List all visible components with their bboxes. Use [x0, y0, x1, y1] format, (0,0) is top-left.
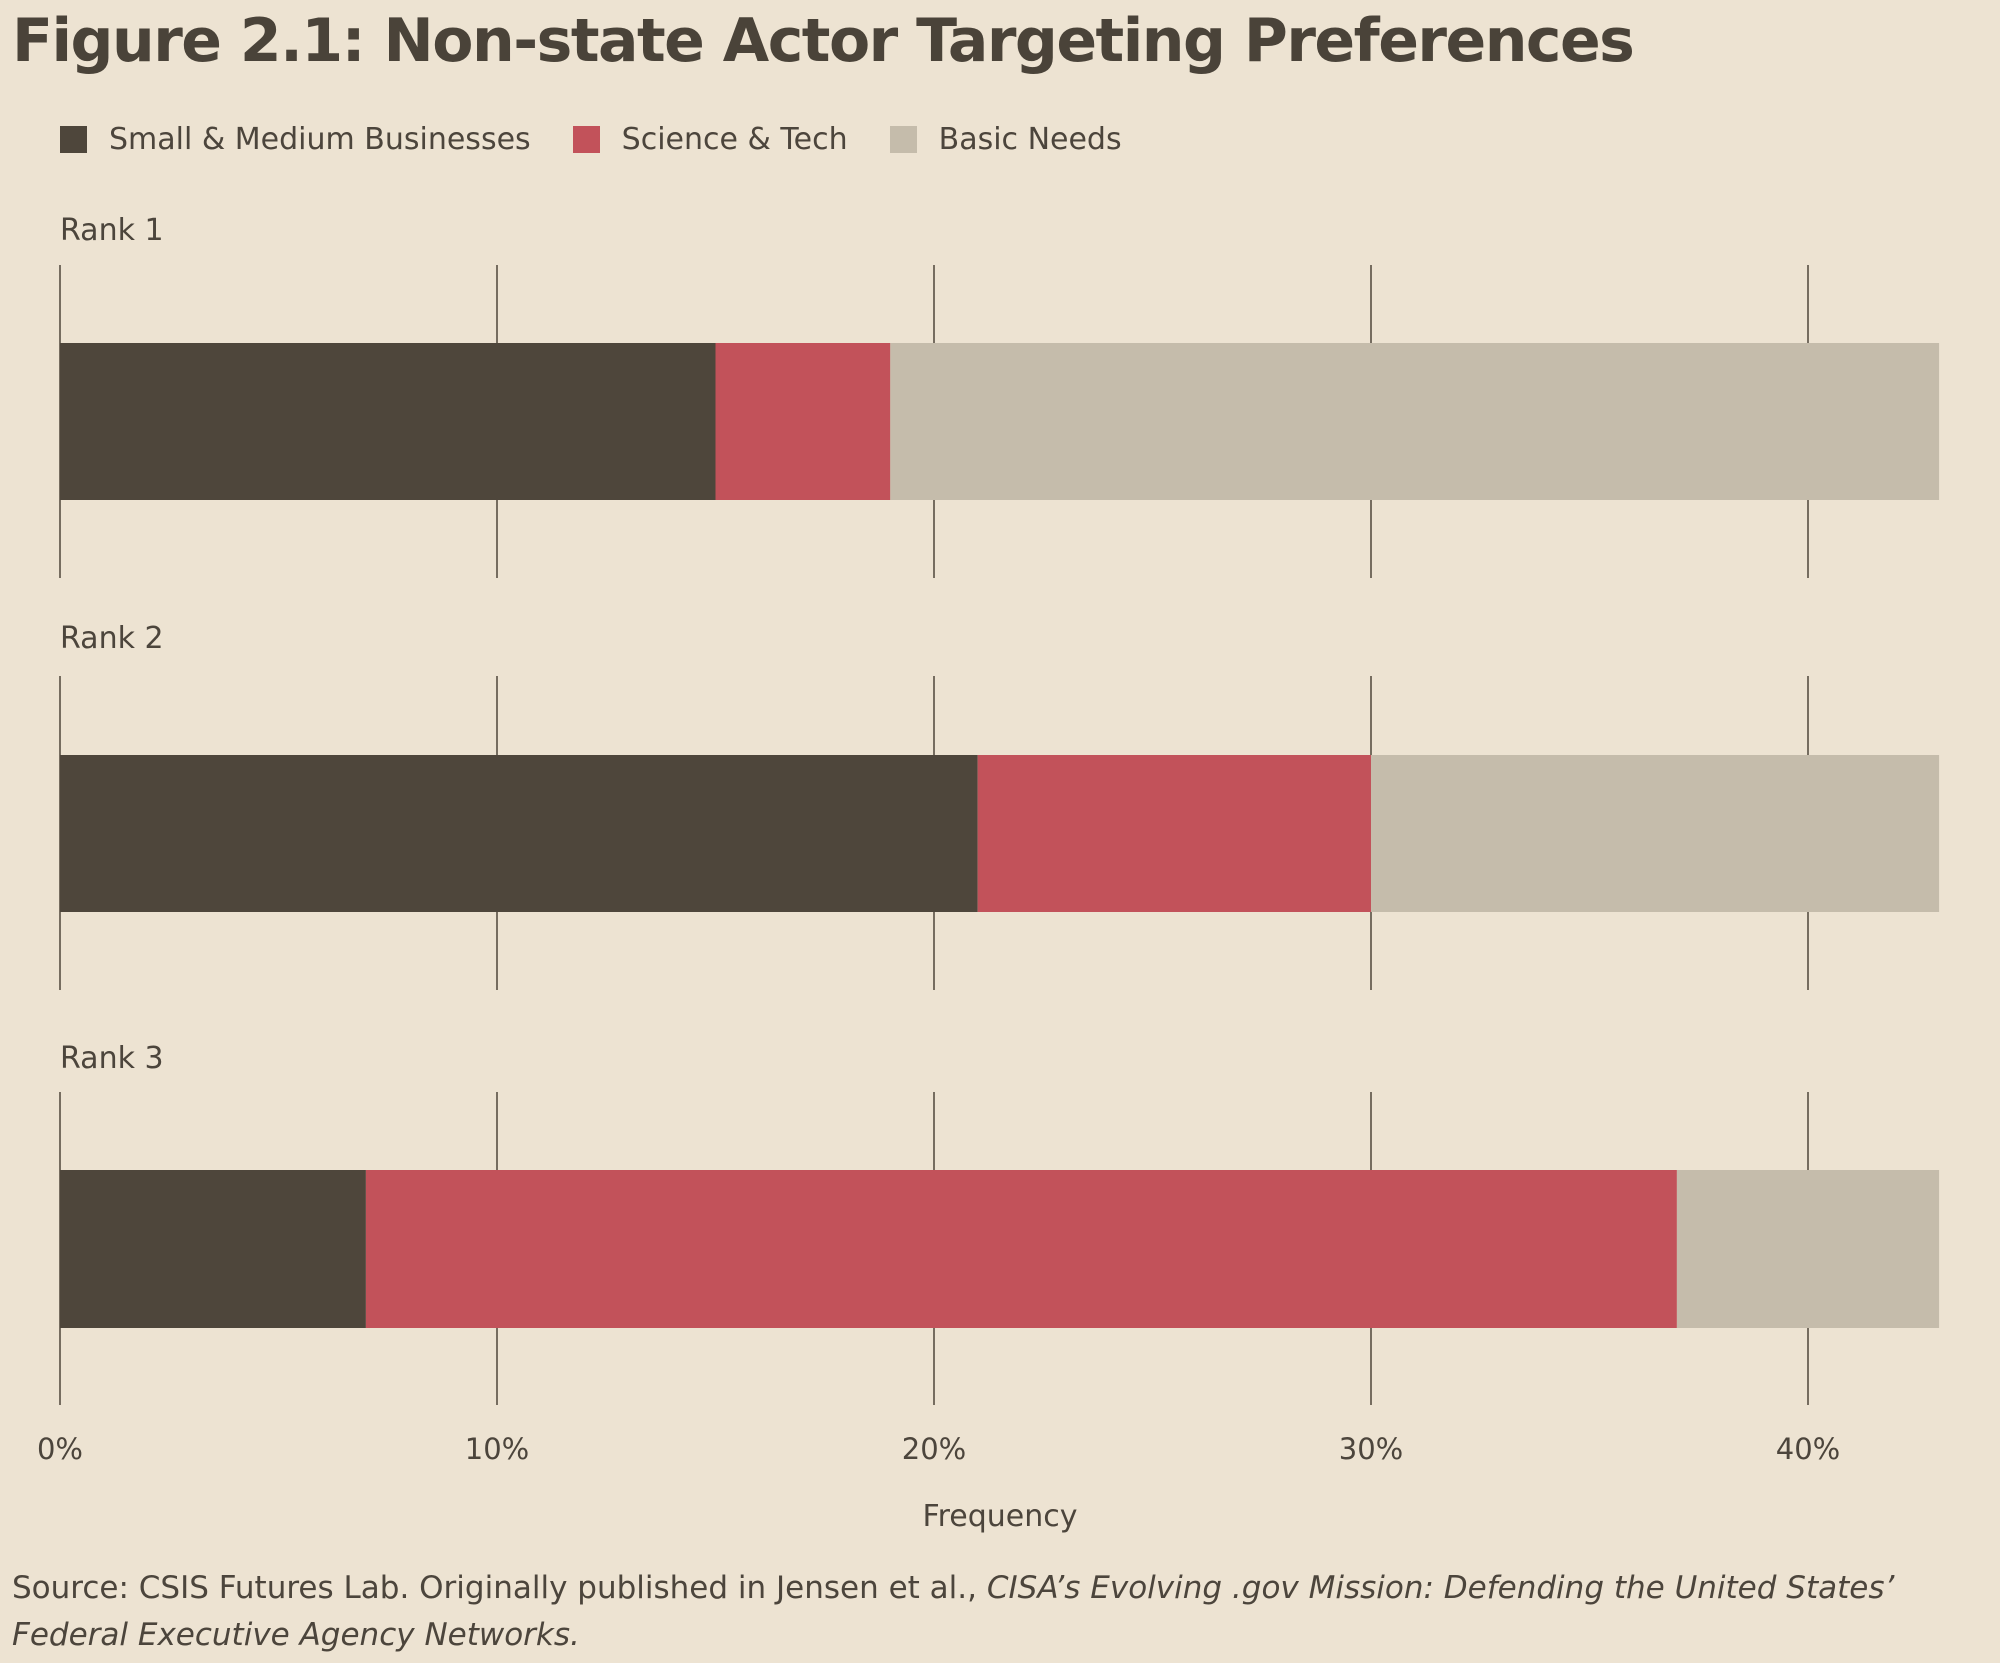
- bar-segment-basic-needs: [890, 343, 1940, 500]
- bar-segment-science-tech: [977, 755, 1371, 912]
- legend-item-small-medium-businesses: Small & Medium Businesses: [60, 122, 531, 157]
- x-tick-label: 10%: [465, 1432, 529, 1466]
- bar-segment-basic-needs: [1371, 755, 1940, 912]
- chart-title: Figure 2.1: Non-state Actor Targeting Pr…: [12, 6, 1635, 76]
- x-axis-label: Frequency: [923, 1499, 1078, 1534]
- legend-swatch: [889, 126, 917, 153]
- legend-label: Basic Needs: [938, 122, 1122, 157]
- rank-label: Rank 2: [60, 621, 164, 656]
- chart-plot-area: Rank 1 Rank 2 Rank 3 0% 10% 20% 30% 40% Frequenc…: [37, 213, 1940, 1534]
- legend-label: Small & Medium Businesses: [109, 122, 531, 157]
- legend-item-science-tech: Science & Tech: [572, 122, 848, 157]
- legend: Small & Medium Businesses Science & Tech…: [60, 122, 1164, 157]
- source-publication: CISA’s Evolving .gov Mission: Defending …: [12, 1570, 1895, 1653]
- source-note: Source: CSIS Futures Lab. Originally pub…: [12, 1565, 1992, 1659]
- legend-item-basic-needs: Basic Needs: [889, 122, 1122, 157]
- x-tick-label: 40%: [1776, 1432, 1840, 1466]
- bar-segment-science-tech: [715, 343, 891, 500]
- x-tick-label: 20%: [902, 1432, 966, 1466]
- x-tick-label: 0%: [37, 1432, 83, 1466]
- rank-label: Rank 1: [60, 213, 164, 248]
- rank-label: Rank 3: [60, 1041, 164, 1076]
- legend-swatch: [60, 126, 87, 153]
- bar-segment-small-medium-businesses: [60, 1170, 366, 1328]
- bar-segment-science-tech: [365, 1170, 1677, 1328]
- bar-segment-small-medium-businesses: [60, 755, 978, 912]
- source-prefix: Source: CSIS Futures Lab. Originally pub…: [12, 1570, 987, 1606]
- legend-swatch: [572, 126, 600, 153]
- bar-segment-small-medium-businesses: [60, 343, 716, 500]
- x-tick-label: 30%: [1339, 1432, 1403, 1466]
- bar-segment-basic-needs: [1676, 1170, 1940, 1328]
- legend-label: Science & Tech: [621, 122, 848, 157]
